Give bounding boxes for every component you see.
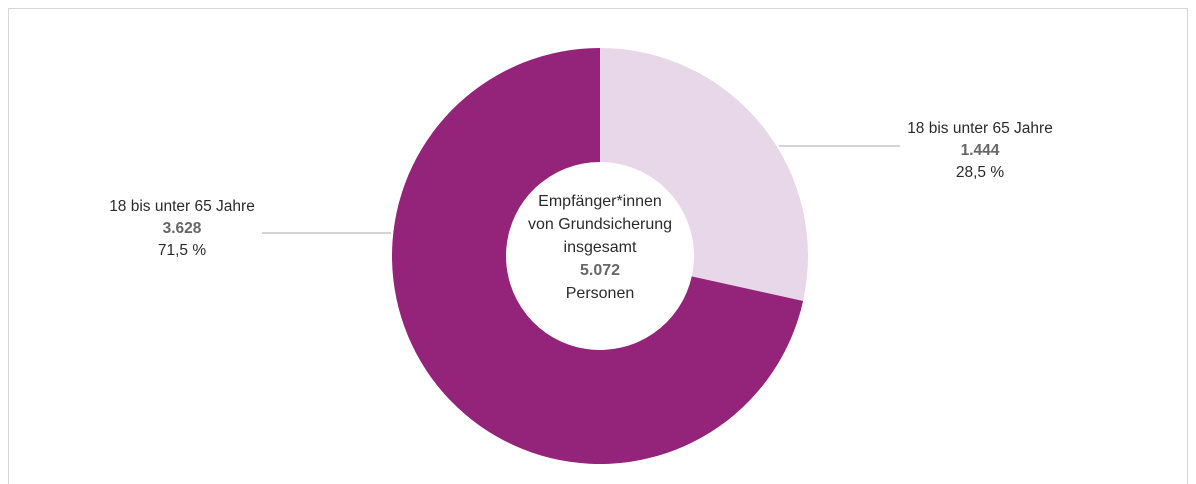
center-line-2: von Grundsicherung xyxy=(527,216,673,233)
donut-slice-0 xyxy=(600,48,808,301)
slice-name: 18 bis unter 65 Jahre xyxy=(907,120,1053,137)
slice-label-right: 18 bis unter 65 Jahre 1.444 28,5 % xyxy=(900,118,1060,184)
center-total: 5.072 xyxy=(579,262,621,279)
chart-frame xyxy=(8,8,1188,484)
center-line-3: insgesamt xyxy=(563,239,637,256)
center-unit: Personen xyxy=(565,285,635,302)
slice-percent: 71,5 % xyxy=(157,242,207,259)
slice-label-left: 18 bis unter 65 Jahre 3.628 71,5 % xyxy=(97,196,267,262)
slice-value: 3.628 xyxy=(162,220,202,237)
slice-value: 1.444 xyxy=(960,142,1000,159)
center-line-1: Empfänger*innen xyxy=(538,193,662,210)
donut-center-label: Empfänger*innen von Grundsicherung insge… xyxy=(496,190,704,305)
slice-name: 18 bis unter 65 Jahre xyxy=(109,198,255,215)
donut-slice-1 xyxy=(392,48,804,464)
slice-percent: 28,5 % xyxy=(955,164,1005,181)
